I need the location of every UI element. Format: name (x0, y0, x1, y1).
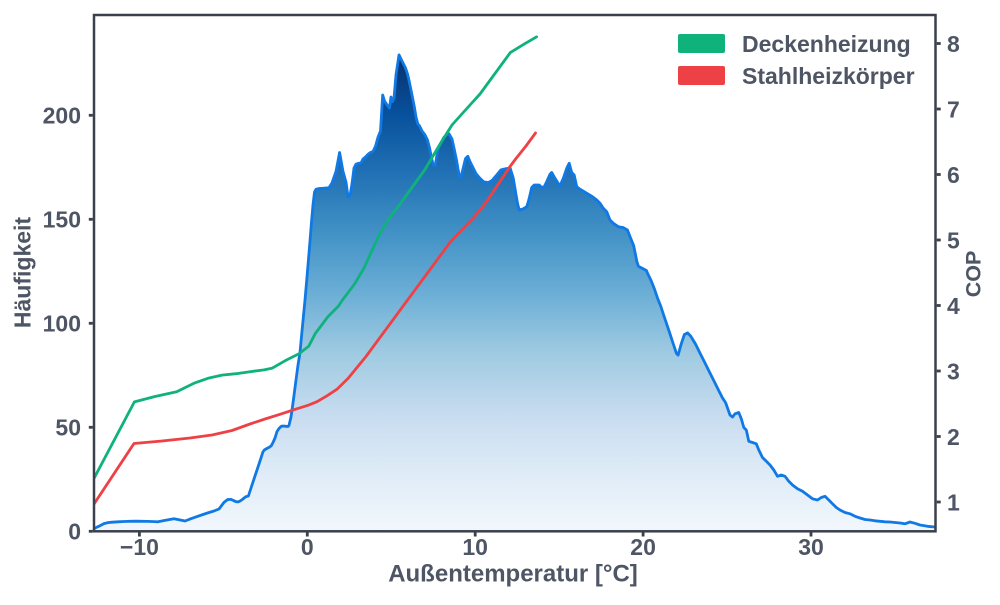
svg-text:8: 8 (947, 31, 960, 57)
svg-text:30: 30 (798, 534, 824, 560)
svg-text:6: 6 (947, 162, 960, 188)
svg-text:50: 50 (55, 415, 81, 441)
svg-text:7: 7 (947, 96, 960, 122)
svg-text:COP: COP (962, 251, 986, 298)
svg-text:10: 10 (462, 534, 488, 560)
svg-text:4: 4 (947, 293, 960, 319)
svg-text:−10: −10 (120, 534, 159, 560)
svg-text:0: 0 (301, 534, 314, 560)
svg-text:100: 100 (43, 311, 81, 337)
svg-text:0: 0 (68, 519, 81, 545)
svg-text:Außentemperatur [°C]: Außentemperatur [°C] (388, 560, 638, 587)
svg-text:Deckenheizung: Deckenheizung (742, 31, 911, 57)
svg-text:1: 1 (947, 489, 960, 515)
svg-text:2: 2 (947, 424, 960, 450)
svg-text:150: 150 (43, 207, 81, 233)
svg-text:Häufigkeit: Häufigkeit (10, 217, 36, 329)
svg-text:200: 200 (43, 103, 81, 129)
svg-text:3: 3 (947, 358, 960, 384)
svg-text:5: 5 (947, 227, 960, 253)
svg-text:Stahlheizkörper: Stahlheizkörper (742, 63, 915, 89)
svg-text:20: 20 (630, 534, 656, 560)
